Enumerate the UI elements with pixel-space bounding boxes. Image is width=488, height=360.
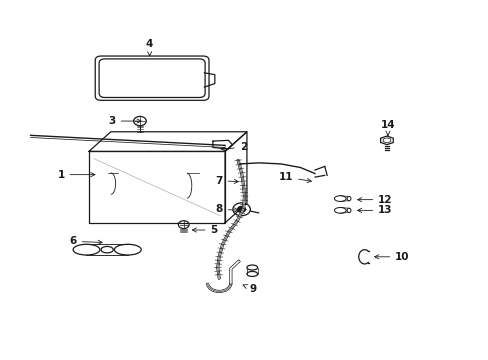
Text: 6: 6: [69, 237, 102, 247]
Circle shape: [237, 206, 245, 212]
Text: 12: 12: [357, 195, 392, 204]
Text: 2: 2: [221, 142, 246, 152]
Text: 10: 10: [374, 252, 409, 262]
Text: 13: 13: [357, 205, 392, 215]
Text: 7: 7: [215, 176, 238, 186]
Text: 5: 5: [192, 225, 217, 235]
Text: 3: 3: [108, 116, 141, 126]
Text: 9: 9: [243, 284, 256, 294]
Text: 14: 14: [380, 120, 394, 135]
Text: 4: 4: [146, 39, 153, 56]
Text: 8: 8: [215, 204, 238, 214]
Text: 1: 1: [57, 170, 95, 180]
Text: 11: 11: [278, 172, 311, 183]
